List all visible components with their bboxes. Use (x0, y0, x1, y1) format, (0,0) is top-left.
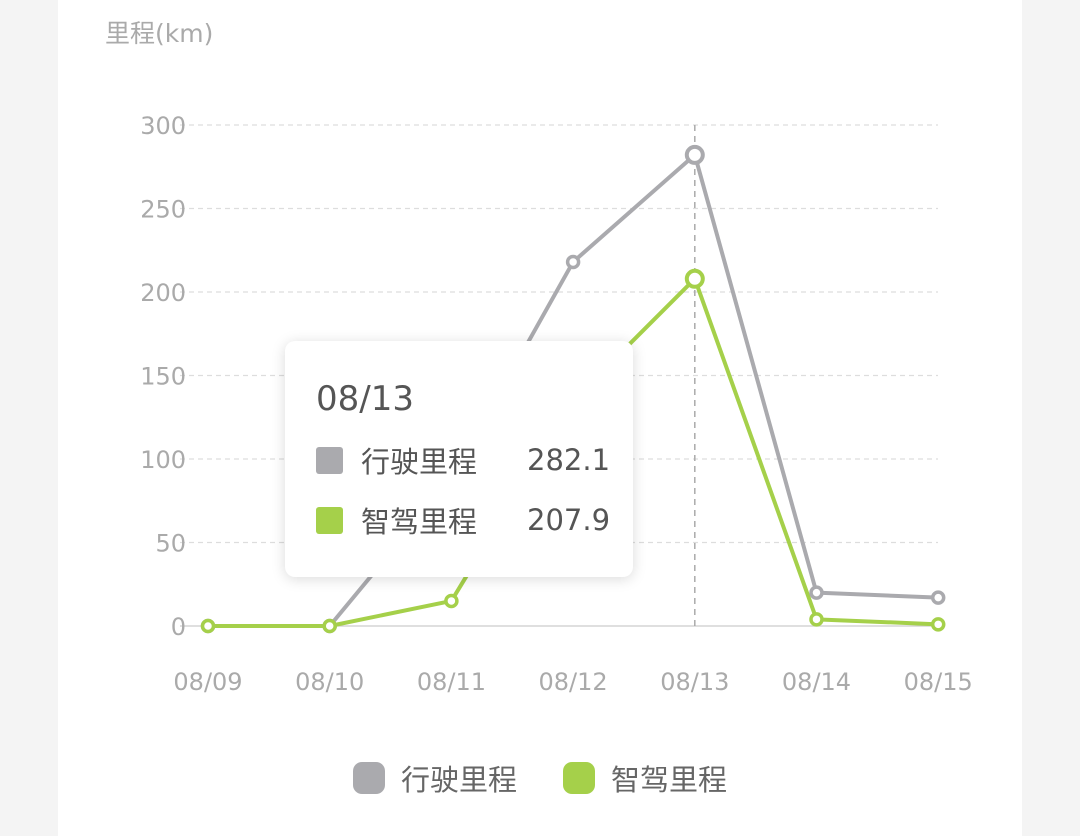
x-tick-label: 08/15 (904, 668, 973, 696)
legend-item-driving[interactable]: 行驶里程 (352, 757, 517, 799)
y-tick-label: 0 (171, 613, 186, 641)
data-point (930, 617, 946, 632)
y-axis-label: 里程(km) (105, 19, 213, 48)
x-tick-label: 08/09 (173, 668, 242, 696)
x-tick-label: 08/14 (782, 668, 851, 696)
chart-legend: 行驶里程 智驾里程 (0, 757, 1080, 799)
y-tick-label: 100 (140, 446, 186, 474)
tooltip-row-assisted: 智驾里程 207.9 (316, 500, 610, 540)
legend-swatch (352, 762, 385, 794)
data-point (809, 585, 824, 600)
data-point (444, 593, 459, 609)
tooltip-name: 行驶里程 (361, 445, 478, 479)
legend-label: 行驶里程 (400, 763, 517, 797)
tooltip-swatch-driving (316, 446, 343, 474)
data-point (565, 254, 581, 270)
data-point (322, 618, 337, 634)
data-point (684, 144, 705, 165)
legend-label: 智驾里程 (611, 763, 728, 797)
legend-swatch (563, 762, 595, 794)
y-tick-label: 300 (140, 112, 186, 140)
tooltip-name: 智驾里程 (361, 505, 478, 539)
y-tick-label: 50 (155, 530, 186, 558)
tooltip-value: 282.1 (527, 443, 611, 477)
tooltip-swatch-assisted (316, 506, 343, 534)
data-point (200, 618, 216, 634)
x-tick-label: 08/10 (295, 668, 364, 696)
y-tick-label: 150 (140, 363, 186, 391)
chart-tooltip: 08/13 行驶里程 282.1 智驾里程 207.9 (285, 341, 633, 577)
data-point (684, 268, 705, 289)
tooltip-row-driving: 行驶里程 282.1 (316, 440, 610, 480)
x-tick-label: 08/12 (539, 668, 608, 696)
legend-item-assisted[interactable]: 智驾里程 (563, 757, 727, 799)
data-point (930, 590, 946, 605)
y-tick-label: 200 (140, 279, 186, 307)
x-tick-label: 08/13 (660, 668, 729, 696)
x-tick-label: 08/11 (417, 668, 486, 696)
data-point (809, 612, 824, 627)
tooltip-value: 207.9 (527, 503, 611, 537)
tooltip-title: 08/13 (316, 379, 414, 419)
y-tick-label: 250 (140, 196, 186, 224)
